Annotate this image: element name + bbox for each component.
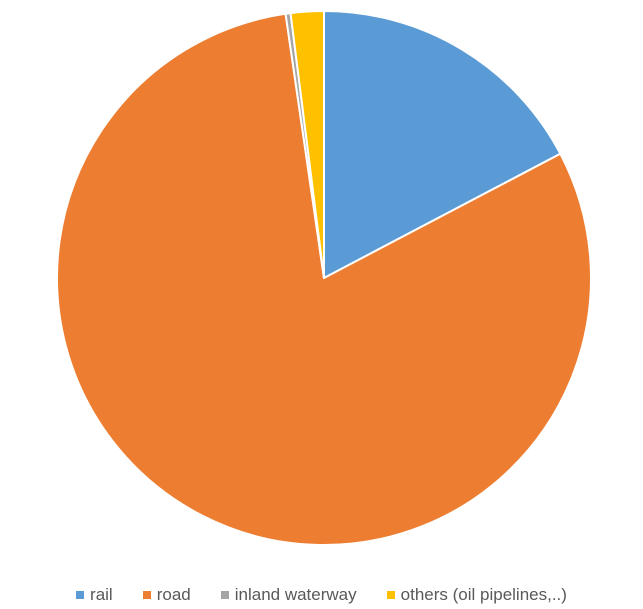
pie-slice-others [289,10,325,279]
legend-swatch-inland-waterway [220,591,229,599]
legend-swatch-road [142,591,151,599]
pie-slice-rail [323,10,562,279]
legend-label-rail: rail [90,585,113,604]
legend-swatch-rail [76,591,85,599]
pie-chart [56,10,592,546]
legend-item-rail: rail [76,585,113,605]
legend-swatch-others [386,591,395,599]
legend: rail road inland waterway others (oil pi… [0,584,643,606]
pie-slices [56,10,592,546]
legend-item-inland-waterway: inland waterway [220,585,357,605]
legend-item-others: others (oil pipelines,..) [386,585,567,605]
legend-label-road: road [156,585,191,604]
legend-item-road: road [142,585,191,605]
legend-label-inland-waterway: inland waterway [234,585,357,604]
legend-label-others: others (oil pipelines,..) [400,585,567,604]
pie-slice-road [56,12,592,546]
